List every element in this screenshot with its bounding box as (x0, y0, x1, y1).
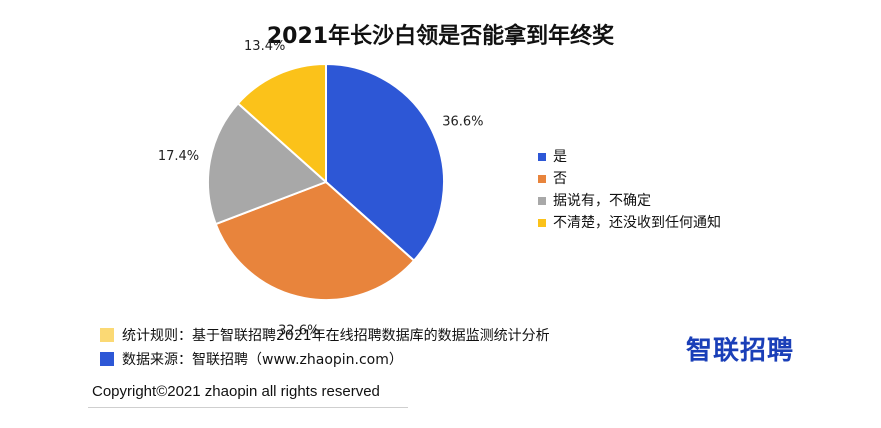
statistics-rule-note: 统计规则：基于智联招聘2021年在线招聘数据库的数据监测统计分析 (100, 325, 550, 345)
note-text: 统计规则：基于智联招聘2021年在线招聘数据库的数据监测统计分析 (122, 328, 550, 344)
note-text: 数据来源：智联招聘（www.zhaopin.com） (122, 352, 403, 368)
pie-slices (207, 62, 445, 301)
value-label-no: 32.6% (278, 324, 319, 339)
value-label-unknown: 13.4% (244, 39, 285, 54)
legend-swatch (538, 219, 546, 227)
copyright-text: Copyright©2021 zhaopin all rights reserv… (92, 383, 380, 400)
chart-legend: 是 否 据说有，不确定 不清楚，还没收到任何通知 (538, 146, 721, 234)
legend-item-unknown: 不清楚，还没收到任何通知 (538, 212, 721, 234)
footer-divider (88, 407, 408, 408)
value-label-yes: 36.6% (442, 115, 483, 130)
legend-swatch (538, 153, 546, 161)
legend-label: 是 (553, 149, 567, 165)
pie-slice-yes (325, 62, 445, 263)
chart-title: 2021年长沙白领是否能拿到年终奖 (266, 24, 615, 49)
note-marker (100, 328, 114, 342)
legend-item-uncertain: 据说有，不确定 (538, 190, 721, 212)
note-marker (100, 352, 114, 366)
legend-item-no: 否 (538, 168, 721, 190)
legend-swatch (538, 197, 546, 205)
legend-swatch (538, 175, 546, 183)
legend-item-yes: 是 (538, 146, 721, 168)
legend-label: 据说有，不确定 (553, 193, 651, 209)
legend-label: 否 (553, 171, 567, 187)
pie-value-labels: 36.6% 32.6% 17.4% 13.4% (158, 39, 484, 338)
data-source-note: 数据来源：智联招聘（www.zhaopin.com） (100, 349, 403, 369)
pie-slice-unknown (236, 62, 327, 185)
value-label-uncertain: 17.4% (158, 149, 199, 164)
zhaopin-logo: 智联招聘 (686, 336, 795, 366)
legend-label: 不清楚，还没收到任何通知 (553, 215, 721, 231)
pie-slice-uncertain (207, 101, 328, 226)
pie-slice-no (214, 180, 416, 301)
